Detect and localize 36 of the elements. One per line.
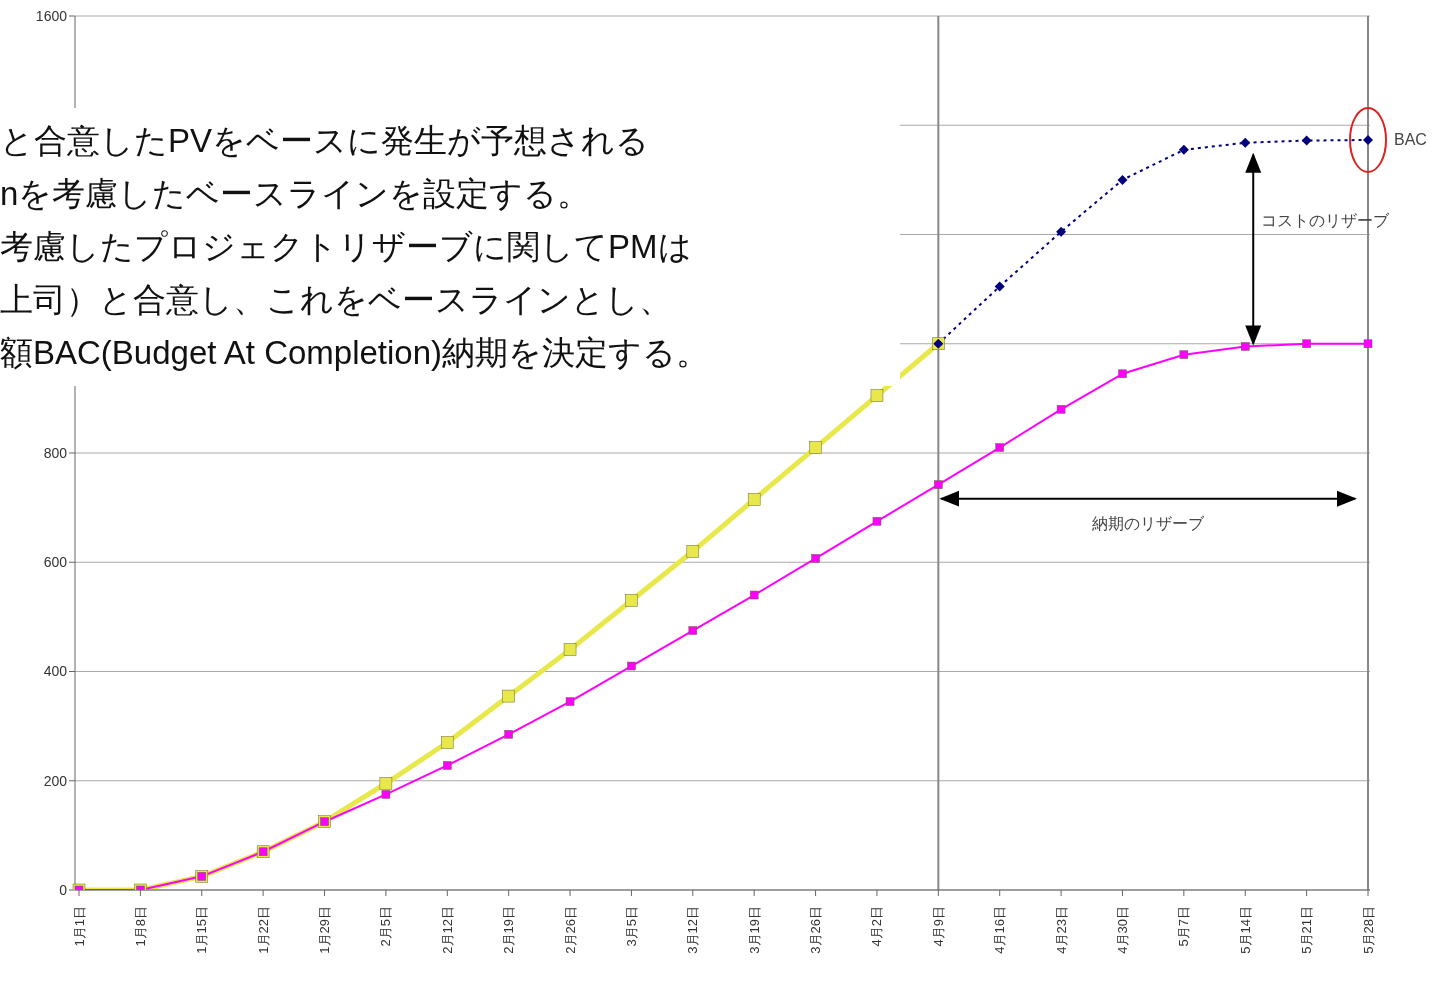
y-tick-label: 600 <box>43 554 68 571</box>
annotation: BAC <box>1394 131 1427 149</box>
y-tick-label: 400 <box>43 663 68 680</box>
annotation: 考慮したプロジェクトリザーブに関してPMは <box>0 227 693 267</box>
x-tick-label: 2月5日 <box>378 906 394 947</box>
y-tick-label: 800 <box>43 444 68 461</box>
x-tick-label: 5月14日 <box>1237 906 1253 954</box>
annotation: と合意したPVをベースに発生が予想される <box>0 121 651 161</box>
x-tick-label: 4月30日 <box>1114 906 1130 954</box>
x-tick-label: 5月7日 <box>1176 906 1192 947</box>
x-tick-label: 1月1日 <box>71 906 87 947</box>
x-tick-label: 1月22日 <box>255 906 271 954</box>
y-tick-label: 1600 <box>35 7 68 24</box>
annotation: 納期のリザーブ <box>1092 515 1206 533</box>
x-tick-label: 4月2日 <box>869 906 885 947</box>
x-tick-label: 1月8日 <box>132 906 148 947</box>
x-tick-label: 2月26日 <box>562 906 578 954</box>
annotation: コストのリザーブ <box>1261 212 1391 230</box>
x-tick-label: 2月12日 <box>439 906 455 954</box>
annotation: 額BAC(Budget At Completion)納期を決定する。 <box>0 333 711 373</box>
x-tick-label: 1月29日 <box>317 906 333 954</box>
x-tick-label: 2月19日 <box>501 906 517 954</box>
y-tick-label: 200 <box>43 772 68 789</box>
x-tick-label: 3月19日 <box>746 906 762 954</box>
annotation: nを考慮したベースラインを設定する。 <box>0 174 592 214</box>
x-tick-label: 4月9日 <box>930 906 946 947</box>
x-tick-label: 4月23日 <box>1053 906 1069 954</box>
x-tick-label: 3月5日 <box>623 906 639 947</box>
x-tick-label: 5月21日 <box>1299 906 1315 954</box>
x-tick-label: 5月28日 <box>1360 906 1376 954</box>
x-tick-label: 3月12日 <box>685 906 701 954</box>
x-tick-label: 1月15日 <box>194 906 210 954</box>
x-tick-label: 4月16日 <box>992 906 1008 954</box>
y-tick-label: 0 <box>59 881 68 898</box>
x-tick-label: 3月26日 <box>808 906 824 954</box>
annotation: 上司）と合意し、これをベースラインとし、 <box>0 280 673 320</box>
